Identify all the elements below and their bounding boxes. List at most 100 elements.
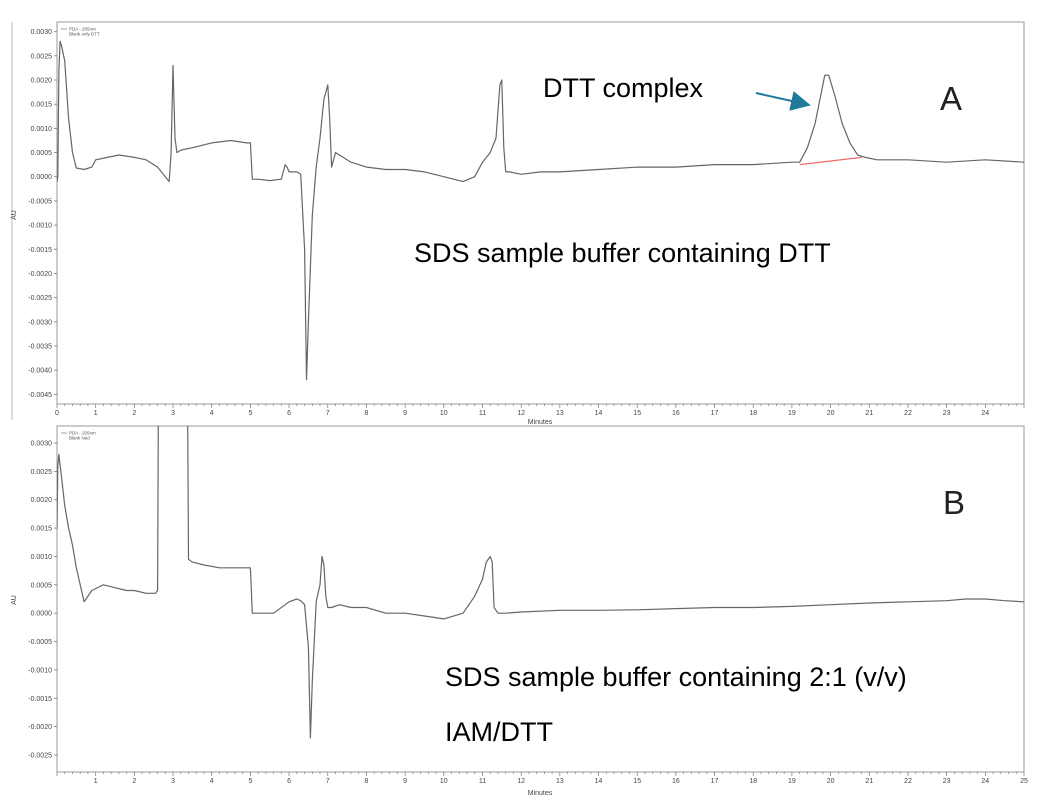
panel-a-x-tick-label: 16 — [672, 410, 680, 417]
panel-a-x-axis: 0 1 2 3 4 5 6 7 8 9 10 11 12 13 14 15 16 17 18 19 20 21 22 23 24 — [55, 404, 1025, 417]
panel-a-x-tick-label: 13 — [556, 410, 564, 417]
panel-a-y-tick-label: -0.0020 — [28, 271, 52, 278]
panel-a-x-tick-label: 23 — [943, 410, 951, 417]
panel-a-x-tick-label: 20 — [827, 410, 835, 417]
panel-a-x-tick-label: 22 — [904, 410, 912, 417]
panel-b-y-tick-label: -0.0005 — [28, 639, 52, 646]
panel-b-y-tick-label: 0.0015 — [31, 526, 53, 533]
panel-b-x-axis: 1 2 3 4 5 6 7 8 9 10 11 12 13 14 15 16 17 18 19 20 21 22 23 24 2… — [56, 772, 1028, 785]
panel-a-x-tick-label: 12 — [517, 410, 525, 417]
panel-b-y-axis-title: AU — [11, 595, 18, 605]
panel-a-x-tick-label: 21 — [865, 410, 873, 417]
panel-b-x-tick-label: 4 — [210, 778, 214, 785]
panel-b-y-tick-label: -0.0010 — [28, 667, 52, 674]
panel-b-x-tick-label: 6 — [287, 778, 291, 785]
panel-b-x-tick-label: 11 — [479, 778, 486, 785]
panel-b-condition-line-2: IAM/DTT — [445, 717, 553, 747]
panel-a-y-tick-label: 0.0005 — [31, 150, 53, 157]
panel-a-x-tick-label: 18 — [749, 410, 757, 417]
panel-b-x-tick-label: 16 — [672, 778, 680, 785]
panel-a-y-tick-label: -0.0025 — [28, 295, 52, 302]
panel-a-x-tick-label: 2 — [132, 410, 136, 417]
panel-a-x-tick-label: 8 — [364, 410, 368, 417]
panel-a-integration-baseline — [799, 156, 862, 166]
panel-b-y-axis: 0.0030 0.0025 0.0020 0.0015 0.0010 0.0005 0.00… — [28, 441, 57, 759]
panel-b-trace-line — [57, 426, 1024, 739]
panel-a-y-tick-label: -0.0015 — [28, 247, 52, 254]
panel-a-x-tick-label: 11 — [479, 410, 486, 417]
panel-a-y-tick-label: 0.0020 — [31, 78, 53, 85]
panel-a-x-tick-label: 10 — [440, 410, 448, 417]
panel-a-y-tick-label: 0.0015 — [31, 102, 53, 109]
panel-b-y-tick-label: 0.0000 — [31, 611, 53, 618]
panel-b-legend-line-2: Blank Ned — [69, 436, 90, 441]
panel-b-x-tick-label: 25 — [1020, 778, 1028, 785]
panel-b-x-tick-label: 3 — [171, 778, 175, 785]
panel-b-y-tick-label: 0.0010 — [31, 554, 53, 561]
panel-b-frame — [56, 425, 1025, 773]
panel-b-plot-area — [57, 426, 1024, 739]
panel-a-x-tick-label: 3 — [171, 410, 175, 417]
panel-b-condition-line-1: SDS sample buffer containing 2:1 (v/v) — [445, 662, 907, 692]
panel-a-y-tick-label: -0.0030 — [28, 319, 52, 326]
panel-a-legend-line-1: PDA - 205nm — [69, 27, 96, 32]
panel-b: 0.0030 0.0025 0.0020 0.0015 0.0010 0.0005 0.00… — [11, 425, 1028, 797]
panel-a-y-tick-label: 0.0000 — [31, 174, 53, 181]
panel-a-x-tick-label: 19 — [788, 410, 796, 417]
panel-a-y-tick-label: 0.0030 — [31, 29, 53, 36]
panel-b-x-tick-label: 22 — [904, 778, 912, 785]
panel-a-x-tick-label: 17 — [711, 410, 719, 417]
panel-a-x-tick-label: 7 — [326, 410, 330, 417]
panel-b-y-tick-label: 0.0020 — [31, 497, 53, 504]
panel-b-x-tick-label: 23 — [943, 778, 951, 785]
panel-b-x-tick-label: 1 — [94, 778, 98, 785]
panel-a-letter: A — [940, 80, 962, 117]
panel-b-x-tick-label: 14 — [595, 778, 603, 785]
panel-b-legend-line-1: PDA - 205nm — [69, 431, 96, 436]
panel-b-x-tick-label: 24 — [981, 778, 989, 785]
panel-a-condition-label: SDS sample buffer containing DTT — [414, 238, 831, 268]
panel-b-x-tick-label: 21 — [865, 778, 873, 785]
panel-a-y-tick-label: -0.0045 — [28, 392, 52, 399]
panel-b-y-tick-label: -0.0015 — [28, 696, 52, 703]
panel-a-x-tick-label: 15 — [633, 410, 641, 417]
panel-a-x-tick-label: 1 — [94, 410, 98, 417]
panel-a-legend: PDA - 205nm Blank only DTT — [61, 27, 100, 37]
panel-a-legend-line-2: Blank only DTT — [69, 32, 100, 37]
panel-b-x-tick-label: 10 — [440, 778, 448, 785]
panel-a-x-tick-label: 9 — [403, 410, 407, 417]
panel-b-letter: B — [943, 484, 965, 521]
panel-b-x-tick-label: 9 — [403, 778, 407, 785]
panel-b-x-tick-label: 15 — [633, 778, 641, 785]
panel-b-x-tick-label: 17 — [711, 778, 719, 785]
panel-a-x-tick-label: 6 — [287, 410, 291, 417]
panel-a-x-tick-label: 4 — [210, 410, 214, 417]
panel-a-y-tick-label: -0.0035 — [28, 343, 52, 350]
panel-a-y-tick-label: -0.0010 — [28, 223, 52, 230]
panel-a-frame — [56, 21, 1025, 405]
panel-a-x-axis-title: Minutes — [528, 419, 553, 426]
panel-b-y-tick-label: 0.0025 — [31, 469, 53, 476]
panel-b-y-tick-label: -0.0025 — [28, 752, 52, 759]
panel-b-x-tick-label: 2 — [132, 778, 136, 785]
panel-b-y-tick-label: 0.0005 — [31, 582, 53, 589]
panel-b-x-tick-label: 8 — [364, 778, 368, 785]
panel-a-y-axis-title: AU — [11, 210, 18, 220]
panel-b-x-axis-title: Minutes — [528, 790, 553, 797]
panel-b-x-tick-label: 12 — [517, 778, 525, 785]
panel-b-x-tick-label: 13 — [556, 778, 564, 785]
panel-b-x-tick-label: 5 — [248, 778, 252, 785]
panel-b-legend: PDA - 205nm Blank Ned — [61, 431, 96, 441]
panel-b-x-tick-label: 20 — [827, 778, 835, 785]
panel-a-y-tick-label: 0.0025 — [31, 53, 53, 60]
panel-b-y-tick-label: 0.0030 — [31, 441, 53, 448]
panel-a: 0.0030 0.0025 0.0020 0.0015 0.0010 0.0005 0.00… — [11, 21, 1025, 426]
panel-a-y-tick-label: -0.0005 — [28, 198, 52, 205]
panel-a-y-tick-label: -0.0040 — [28, 368, 52, 375]
panel-b-x-tick-label: 19 — [788, 778, 796, 785]
panel-a-y-axis: 0.0030 0.0025 0.0020 0.0015 0.0010 0.0005 0.00… — [28, 29, 57, 399]
panel-b-y-tick-label: -0.0020 — [28, 724, 52, 731]
panel-a-x-tick-label: 5 — [248, 410, 252, 417]
peak-arrow — [755, 91, 811, 111]
panel-b-x-tick-label: 7 — [326, 778, 330, 785]
